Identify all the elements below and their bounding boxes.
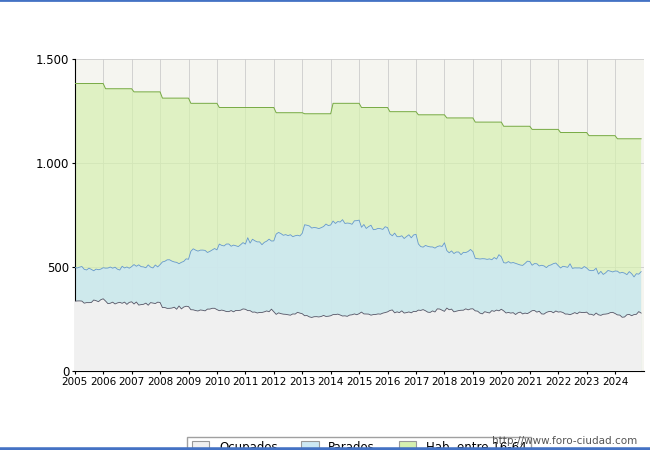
Text: Garrovillas de Alconétar - Evolucion de la poblacion en edad de Trabajar Noviemb: Garrovillas de Alconétar - Evolucion de … <box>51 18 599 31</box>
Legend: Ocupados, Parados, Hab. entre 16-64: Ocupados, Parados, Hab. entre 16-64 <box>187 436 531 450</box>
Text: http://www.foro-ciudad.com: http://www.foro-ciudad.com <box>492 436 637 446</box>
